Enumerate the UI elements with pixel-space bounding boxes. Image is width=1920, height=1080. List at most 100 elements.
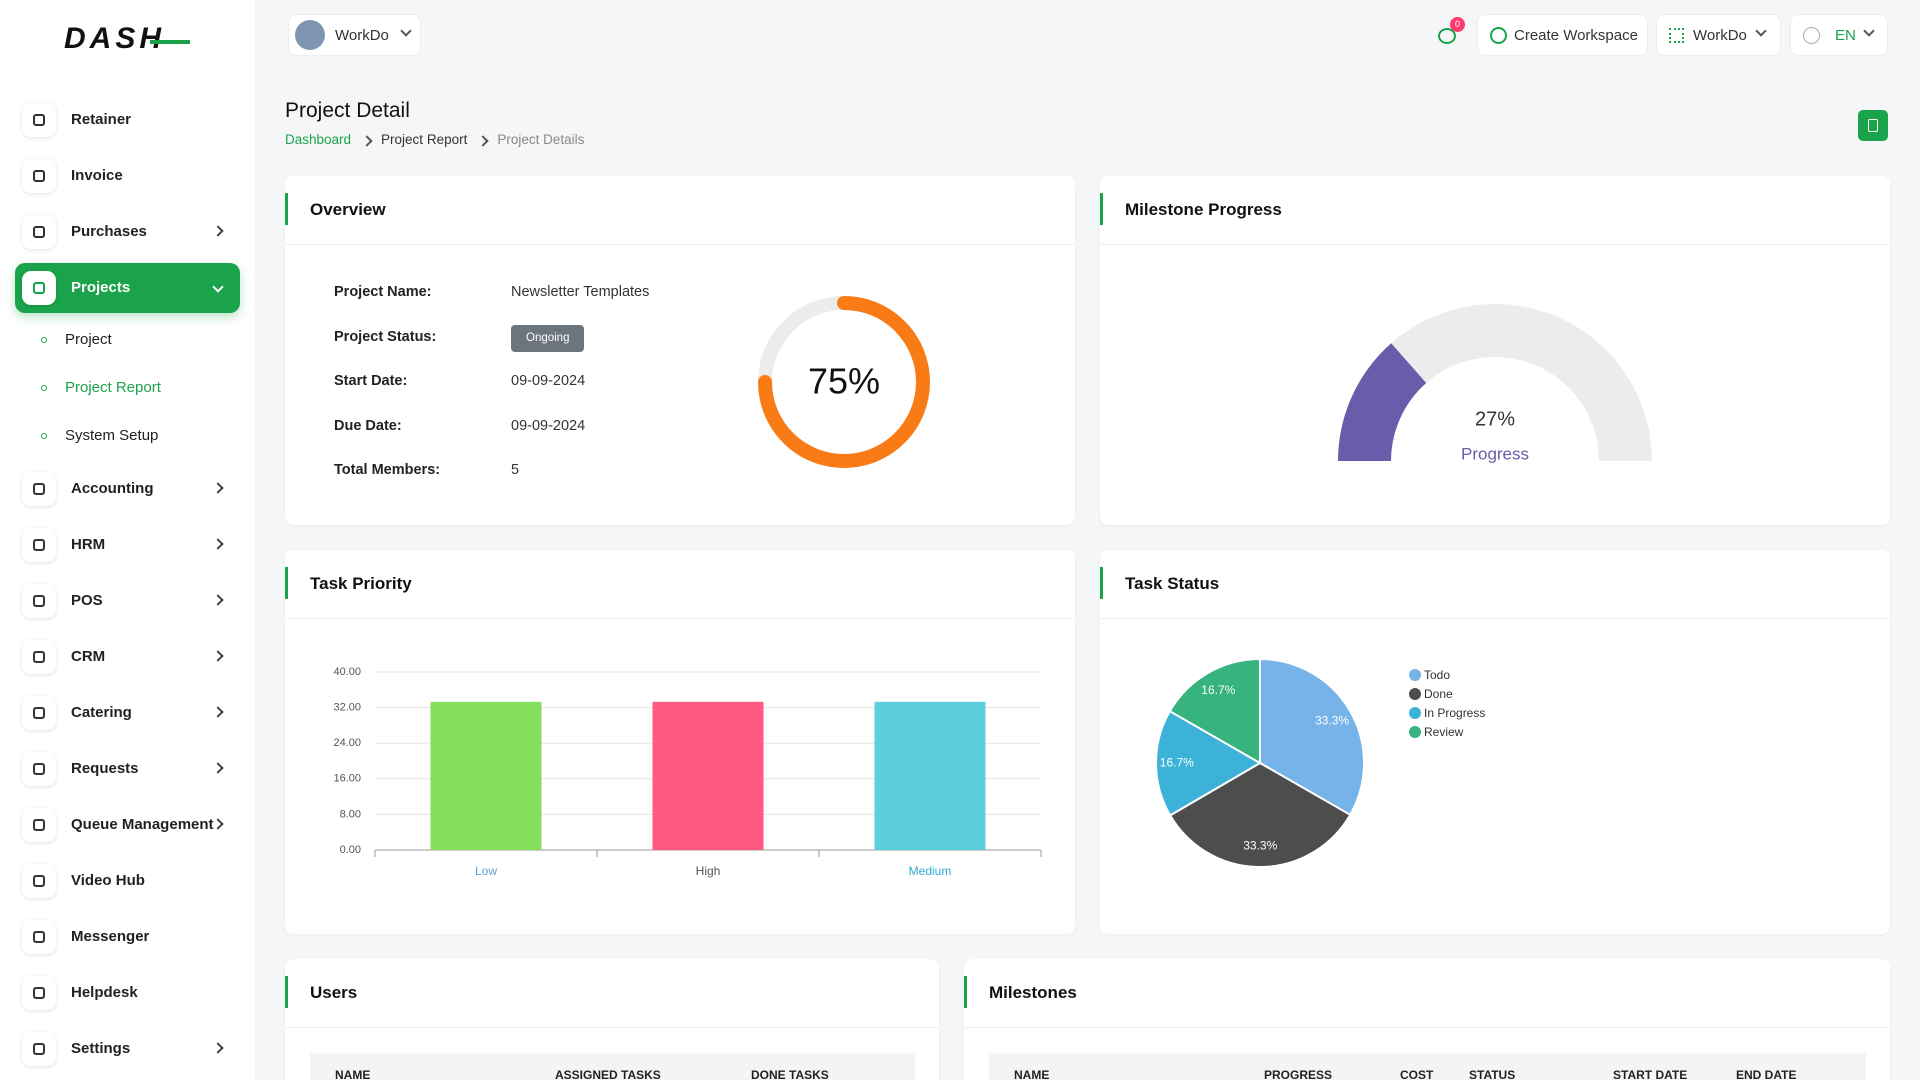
button-label: Create Workspace — [1514, 27, 1638, 44]
table-header: NAME — [1014, 1068, 1050, 1080]
workspace-avatar — [295, 20, 325, 50]
card-accent — [285, 976, 288, 1008]
card-divider — [285, 618, 1075, 619]
workspace-dropdown[interactable]: WorkDo — [288, 14, 421, 56]
card-title: Task Priority — [310, 574, 412, 593]
page-title: Project Detail — [285, 99, 410, 122]
chevron-icon — [361, 135, 373, 147]
field-value: Newsletter Templates — [511, 284, 650, 300]
card-divider — [1100, 244, 1890, 245]
notification-button[interactable]: 0 — [1432, 17, 1465, 50]
breadcrumb-item[interactable]: Project Details — [497, 132, 585, 147]
plus-icon — [1490, 27, 1507, 44]
nav-icon-glyph — [33, 1043, 45, 1055]
table-header: START DATE — [1613, 1068, 1688, 1080]
nav-icon-glyph — [33, 875, 45, 887]
nav-icon-glyph — [33, 114, 45, 126]
card-divider — [964, 1027, 1890, 1028]
nav-icon-glyph — [33, 170, 45, 182]
table-header-row — [310, 1053, 915, 1080]
sub-nav-dot — [41, 385, 47, 391]
card-accent — [285, 567, 288, 599]
sub-nav-item[interactable]: Project Report — [65, 379, 161, 396]
table-header: NAME — [335, 1068, 371, 1080]
nav-icon-glyph — [33, 282, 45, 294]
breadcrumb-item[interactable]: Project Report — [381, 132, 468, 147]
sub-nav-dot — [41, 337, 47, 343]
chevron-icon — [477, 135, 490, 147]
nav-icon — [22, 640, 56, 674]
field-label: Start Date: — [334, 373, 408, 389]
card-title: Task Status — [1125, 574, 1220, 593]
nav-icon — [22, 1032, 56, 1066]
card: Task Priority — [285, 550, 1075, 934]
nav-item[interactable]: Retainer — [71, 111, 132, 128]
card-title: Overview — [310, 200, 386, 219]
chevron-icon — [212, 225, 224, 237]
company-dropdown[interactable]: WorkDo — [1656, 14, 1781, 56]
card: Task Status — [1100, 550, 1890, 934]
export-button[interactable] — [1858, 110, 1888, 141]
field-value: 5 — [511, 462, 520, 478]
nav-item[interactable]: Invoice — [71, 167, 123, 184]
chevron-icon — [212, 762, 224, 774]
nav-item[interactable]: Requests — [71, 760, 139, 777]
notification-count: 0 — [1450, 17, 1465, 32]
nav-icon — [22, 696, 56, 730]
chevron-icon — [212, 1042, 224, 1054]
card: Users NAME ASSIGNED TASKS DONE TASKS — [285, 959, 939, 1080]
nav-item[interactable]: Purchases — [71, 223, 147, 240]
chevron-icon — [212, 706, 224, 718]
card-title: Users — [310, 983, 358, 1002]
language-dropdown[interactable]: EN — [1790, 14, 1888, 56]
card-divider — [285, 244, 1075, 245]
sub-nav-item[interactable]: Project — [65, 331, 112, 348]
nav-item[interactable]: Projects — [71, 279, 131, 296]
nav-icon — [22, 584, 56, 618]
nav-item[interactable]: HRM — [71, 536, 106, 553]
nav-icon — [22, 472, 56, 506]
nav-icon-glyph — [33, 707, 45, 719]
table-header: STATUS — [1469, 1068, 1516, 1080]
nav-icon — [22, 271, 56, 305]
card-accent — [964, 976, 967, 1008]
table-header: PROGRESS — [1264, 1068, 1333, 1080]
nav-icon-glyph — [33, 987, 45, 999]
language: EN — [1835, 27, 1856, 44]
card-accent — [1100, 193, 1103, 225]
nav-item[interactable]: Accounting — [71, 480, 154, 497]
card: Milestones NAME PROGRESS COST STATUS START DA… — [964, 959, 1890, 1080]
create-workspace-button[interactable]: Create Workspace — [1477, 14, 1648, 56]
logo-underline — [150, 40, 190, 44]
card-divider — [285, 1027, 939, 1028]
table-header: COST — [1400, 1068, 1434, 1080]
grid-icon — [1669, 28, 1684, 43]
nav-item[interactable]: POS — [71, 592, 103, 609]
field-label: Due Date: — [334, 417, 402, 434]
nav-item[interactable]: Catering — [71, 704, 132, 721]
nav-icon-glyph — [33, 931, 45, 943]
logo: DASH — [64, 22, 166, 55]
nav-icon — [22, 215, 56, 249]
sub-nav-item[interactable]: System Setup — [65, 427, 159, 444]
nav-icon — [22, 864, 56, 898]
chevron-icon — [212, 650, 224, 662]
chevron-icon — [400, 25, 412, 37]
table-header-row — [989, 1053, 1866, 1080]
nav-item[interactable]: Queue Management — [71, 816, 214, 833]
card-title: Milestone Progress — [1125, 200, 1282, 219]
breadcrumb-item[interactable]: Dashboard — [285, 132, 352, 147]
nav-item[interactable]: CRM — [71, 648, 106, 665]
field-value: 09-09-2024 — [511, 417, 586, 434]
card: Milestone Progress — [1100, 176, 1890, 525]
field-label: Project Name: — [334, 284, 432, 300]
nav-item[interactable]: Helpdesk — [71, 984, 138, 1001]
nav-icon — [22, 103, 56, 137]
nav-item[interactable]: Messenger — [71, 928, 150, 945]
nav-item[interactable]: Settings — [71, 1040, 131, 1057]
nav-item[interactable]: Video Hub — [71, 872, 145, 889]
sub-nav-dot — [41, 433, 47, 439]
field-value: 09-09-2024 — [511, 373, 586, 389]
nav-icon — [22, 159, 56, 193]
globe-icon — [1803, 27, 1820, 44]
